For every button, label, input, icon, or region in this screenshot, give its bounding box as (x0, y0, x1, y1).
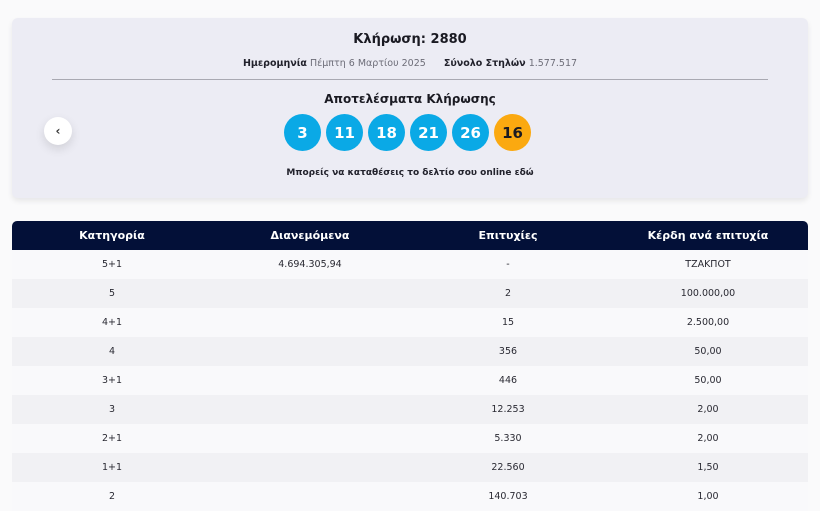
cell-category: 5 (108, 288, 116, 299)
table-row: 4 356 50,00 (12, 337, 808, 366)
cell-category: 2+1 (101, 433, 123, 444)
cell-category: 4+1 (101, 317, 123, 328)
prize-table: Κατηγορία Διανεμόμενα Επιτυχίες Κέρδη αν… (12, 221, 808, 511)
table-row: 1+1 22.560 1,50 (12, 453, 808, 482)
table-row: 4+1 15 2.500,00 (12, 308, 808, 337)
draw-card: Κλήρωση: 2880 Ημερομηνία Πέμπτη 6 Μαρτίο… (12, 18, 808, 198)
cell-category: 3+1 (101, 375, 123, 386)
draw-meta: Ημερομηνία Πέμπτη 6 Μαρτίου 2025 Σύνολο … (12, 58, 808, 69)
cell-winners: 5.330 (494, 433, 522, 444)
cell-winners: - (506, 259, 510, 270)
cell-category: 3 (108, 404, 116, 415)
results-title: Αποτελέσματα Κλήρωσης (324, 92, 496, 106)
table-body: 5+1 4.694.305,94 - ΤΖΑΚΠΟΤ 5 2 100.000,00 4+1… (12, 250, 808, 511)
number-ball: 26 (452, 114, 489, 151)
columns-label: Σύνολο Στηλών (443, 58, 526, 69)
date-label: Ημερομηνία (242, 58, 307, 69)
winning-numbers: 3 11 18 21 26 16 (284, 114, 531, 151)
draw-title: Κλήρωση: 2880 (353, 32, 467, 47)
cell-category: 1+1 (101, 462, 123, 473)
cell-prize: 50,00 (694, 346, 722, 357)
cell-prize: 1,50 (697, 462, 719, 473)
table-row: 5 2 100.000,00 (12, 279, 808, 308)
table-row: 2+1 5.330 2,00 (12, 424, 808, 453)
header-category: Κατηγορία (79, 229, 145, 242)
cell-category: 2 (108, 491, 116, 502)
online-link[interactable]: εδώ (514, 168, 534, 178)
number-ball: 21 (410, 114, 447, 151)
cell-prize: 2.500,00 (686, 317, 730, 328)
table-row: 5+1 4.694.305,94 - ΤΖΑΚΠΟΤ (12, 250, 808, 279)
date-value: Πέμπτη 6 Μαρτίου 2025 (309, 58, 426, 69)
chevron-left-icon: ‹ (55, 124, 61, 138)
header-distributed: Διανεμόμενα (270, 229, 350, 242)
cell-prize: 2,00 (697, 404, 719, 415)
cell-prize: 1,00 (697, 491, 719, 502)
cell-winners: 140.703 (488, 491, 528, 502)
cell-winners: 15 (501, 317, 515, 328)
cell-prize: 100.000,00 (680, 288, 736, 299)
divider (52, 79, 768, 80)
cell-prize: ΤΖΑΚΠΟΤ (685, 259, 731, 270)
number-ball: 18 (368, 114, 405, 151)
cell-winners: 2 (504, 288, 512, 299)
cell-winners: 12.253 (491, 404, 525, 415)
number-ball: 11 (326, 114, 363, 151)
header-prize: Κέρδη ανά επιτυχία (647, 229, 769, 242)
bonus-ball: 16 (494, 114, 531, 151)
table-header: Κατηγορία Διανεμόμενα Επιτυχίες Κέρδη αν… (12, 221, 808, 250)
table-row: 3+1 446 50,00 (12, 366, 808, 395)
cell-prize: 50,00 (694, 375, 722, 386)
number-ball: 3 (284, 114, 321, 151)
table-row: 3 12.253 2,00 (12, 395, 808, 424)
cell-prize: 2,00 (697, 433, 719, 444)
cell-winners: 22.560 (491, 462, 525, 473)
online-bet-text: Μπορείς να καταθέσεις το δελτίο σου onli… (12, 168, 808, 178)
cell-category: 5+1 (101, 259, 123, 270)
header-winners: Επιτυχίες (478, 229, 538, 242)
columns-value: 1.577.517 (528, 58, 578, 69)
table-row: 2 140.703 1,00 (12, 482, 808, 511)
cell-distributed: 4.694.305,94 (278, 259, 342, 270)
cell-category: 4 (108, 346, 116, 357)
previous-draw-button[interactable]: ‹ (44, 117, 72, 145)
cell-winners: 356 (498, 346, 518, 357)
online-text: Μπορείς να καταθέσεις το δελτίο σου onli… (286, 168, 512, 178)
cell-winners: 446 (498, 375, 518, 386)
